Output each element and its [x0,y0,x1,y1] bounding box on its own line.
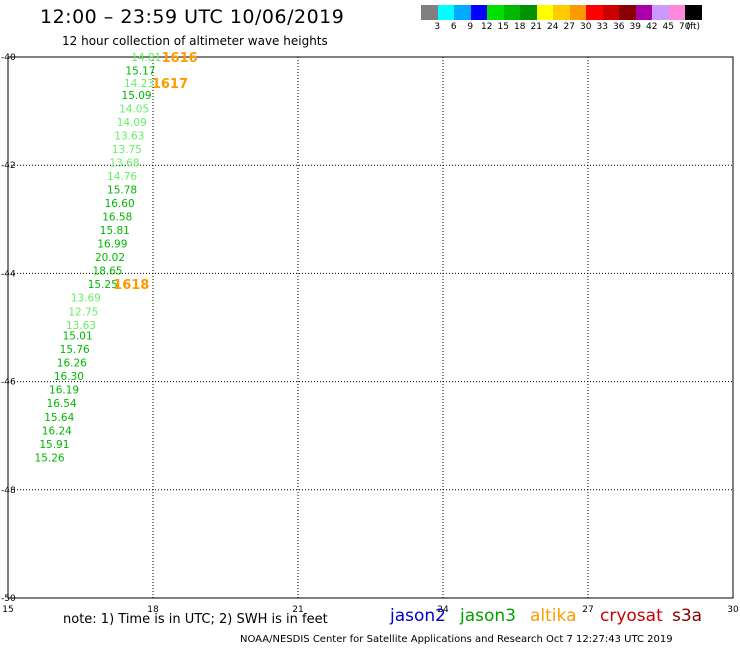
y-tick-label: -48 [1,486,16,496]
data-label: 15.26 [35,452,65,464]
data-label: 16.19 [49,385,79,397]
legend-swatch [487,5,504,20]
x-tick-label: 24 [437,605,449,615]
data-label: 18.65 [93,266,123,278]
legend-swatch [569,5,586,20]
legend-label: 6 [450,22,457,32]
legend-label: 9 [467,22,474,32]
legend-swatch [421,5,438,20]
legend-swatch [635,5,652,20]
data-label: 15.78 [107,185,137,197]
footer-credit: NOAA/NESDIS Center for Satellite Applica… [240,634,673,645]
legend-label: 27 [563,22,575,32]
legend-swatch [437,5,454,20]
legend-swatch [520,5,537,20]
x-tick-label: 18 [147,605,159,615]
data-label: 15.25 [88,279,118,291]
x-tick-label: 15 [2,605,13,615]
y-tick-label: -46 [1,378,16,388]
data-label: 13.75 [112,144,142,156]
legend-label: (ft) [686,22,701,32]
legend-label: 24 [547,22,559,32]
orbit-annotation: 1617 [152,77,188,92]
data-label: 14.23 [124,78,154,90]
legend-swatch [586,5,603,20]
data-label: 15.17 [125,66,155,78]
legend-label: 33 [596,22,608,32]
satellite-label: cryosat [600,606,663,626]
data-label: 16.30 [54,371,84,383]
legend-label: 30 [580,22,592,32]
legend-label: 42 [646,22,658,32]
legend-label: 70 [679,22,691,32]
legend-label: 18 [514,22,526,32]
y-tick-label: -44 [1,269,16,279]
orbit-annotation: 1616 [161,51,197,66]
satellite-label: s3a [672,606,703,626]
legend-swatch [652,5,669,20]
legend-label: 15 [497,22,509,32]
legend-swatch [553,5,570,20]
color-legend [421,5,702,20]
legend-swatch [685,5,702,20]
chart-title: 12:00 – 23:59 UTC 10/06/2019 [40,6,345,28]
legend-swatch [619,5,636,20]
orbit-annotation: 1618 [113,278,149,293]
satellite-label: jason2 [390,606,446,626]
plot-frame [7,56,734,599]
data-label: 16.24 [42,425,72,437]
data-label: 14.09 [117,117,147,129]
satellite-label: altika [530,606,577,626]
data-label: 15.09 [122,90,152,102]
data-label: 12.75 [68,306,98,318]
footer-note: note: 1) Time is in UTC; 2) SWH is in fe… [63,612,328,627]
data-label: 13.63 [66,320,96,332]
legend-label: 45 [662,22,674,32]
data-label: 15.01 [63,331,93,343]
legend-label: 39 [629,22,641,32]
legend-swatch [602,5,619,20]
y-tick-label: -40 [1,53,16,63]
legend-label: 3 [434,22,441,32]
data-label: 15.81 [100,225,130,237]
chart-subtitle: 12 hour collection of altimeter wave hei… [62,34,328,48]
data-label: 16.99 [97,239,127,251]
data-label: 16.60 [105,198,135,210]
data-label: 15.64 [44,412,74,424]
data-label: 16.58 [102,212,132,224]
legend-label: 21 [530,22,542,32]
legend-swatch [454,5,471,20]
legend-swatch [536,5,553,20]
satellite-label: jason3 [460,606,516,626]
data-label: 13.68 [109,157,139,169]
legend-swatch [503,5,520,20]
data-label: 13.63 [114,130,144,142]
legend-label: 36 [613,22,625,32]
data-label: 16.26 [57,358,87,370]
legend-swatch [668,5,685,20]
data-label: 16.54 [47,398,77,410]
data-label: 14.05 [119,103,149,115]
data-label: 15.91 [39,439,69,451]
y-tick-label: -42 [1,161,16,171]
legend-label: 12 [481,22,493,32]
data-label: 15.76 [60,344,90,356]
x-tick-label: 21 [292,605,303,615]
data-label: 20.02 [95,252,125,264]
data-label: 13.69 [71,293,101,305]
y-tick-label: -50 [1,594,16,604]
x-tick-label: 30 [727,605,739,615]
data-label: 14.81 [131,52,161,64]
x-tick-label: 27 [582,605,593,615]
legend-swatch [470,5,487,20]
data-label: 14.76 [107,171,137,183]
